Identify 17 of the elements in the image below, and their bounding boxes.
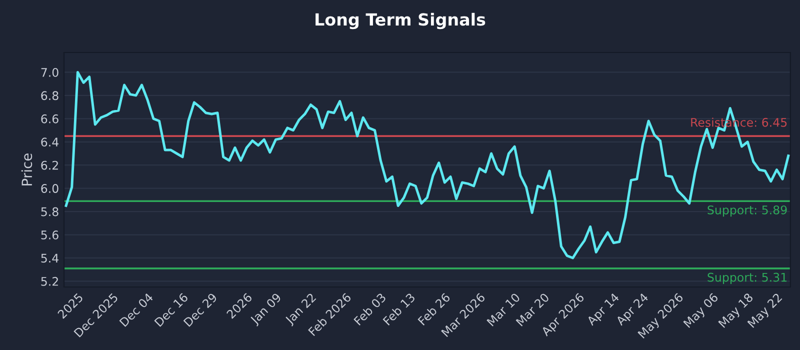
line-series [64, 70, 790, 260]
y-tick-label: 5.8 [41, 207, 58, 216]
ref-line-label: Support: 5.89 [708, 205, 787, 217]
chart-title: Long Term Signals [316, 12, 486, 30]
y-tick-label: 6.6 [41, 114, 58, 124]
y-tick-label: 6.0 [41, 184, 58, 193]
ref-line-label: Support: 5.31 [708, 272, 787, 284]
y-tick-label: 6.8 [41, 91, 58, 100]
y-tick-label: 7.0 [41, 68, 58, 77]
y-tick-label: 5.6 [41, 230, 58, 240]
x-tick-label: Dec 04 [119, 292, 154, 327]
y-tick-label: 5.2 [41, 276, 58, 286]
x-tick-label: Feb 26 [417, 292, 451, 326]
y-tick-label: 5.4 [41, 254, 58, 263]
y-tick-label: 6.4 [41, 138, 58, 147]
y-axis-title: Price [21, 154, 32, 186]
y-tick-label: 6.2 [41, 160, 58, 170]
